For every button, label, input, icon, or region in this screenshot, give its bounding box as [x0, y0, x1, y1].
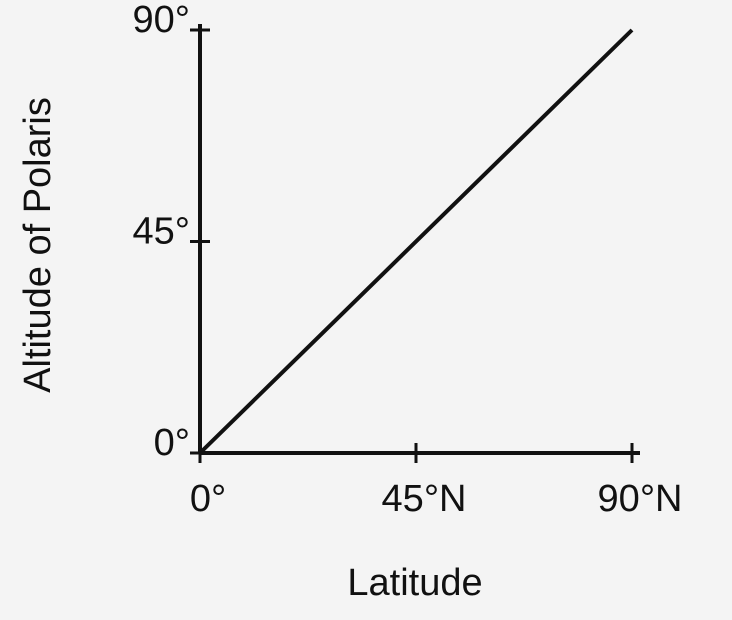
- x-tick-label: 45°N: [382, 478, 467, 520]
- y-tick-label: 90°: [133, 0, 190, 41]
- y-tick-label: 45°: [133, 211, 190, 253]
- x-tick-label: 0°: [190, 478, 226, 520]
- line: [198, 28, 634, 455]
- y-axis-label: Altitude of Polaris: [17, 97, 59, 393]
- x-tick-label: 90°N: [598, 478, 683, 520]
- y-tick-label: 0°: [154, 422, 190, 464]
- x-axis-label: Latitude: [347, 562, 482, 604]
